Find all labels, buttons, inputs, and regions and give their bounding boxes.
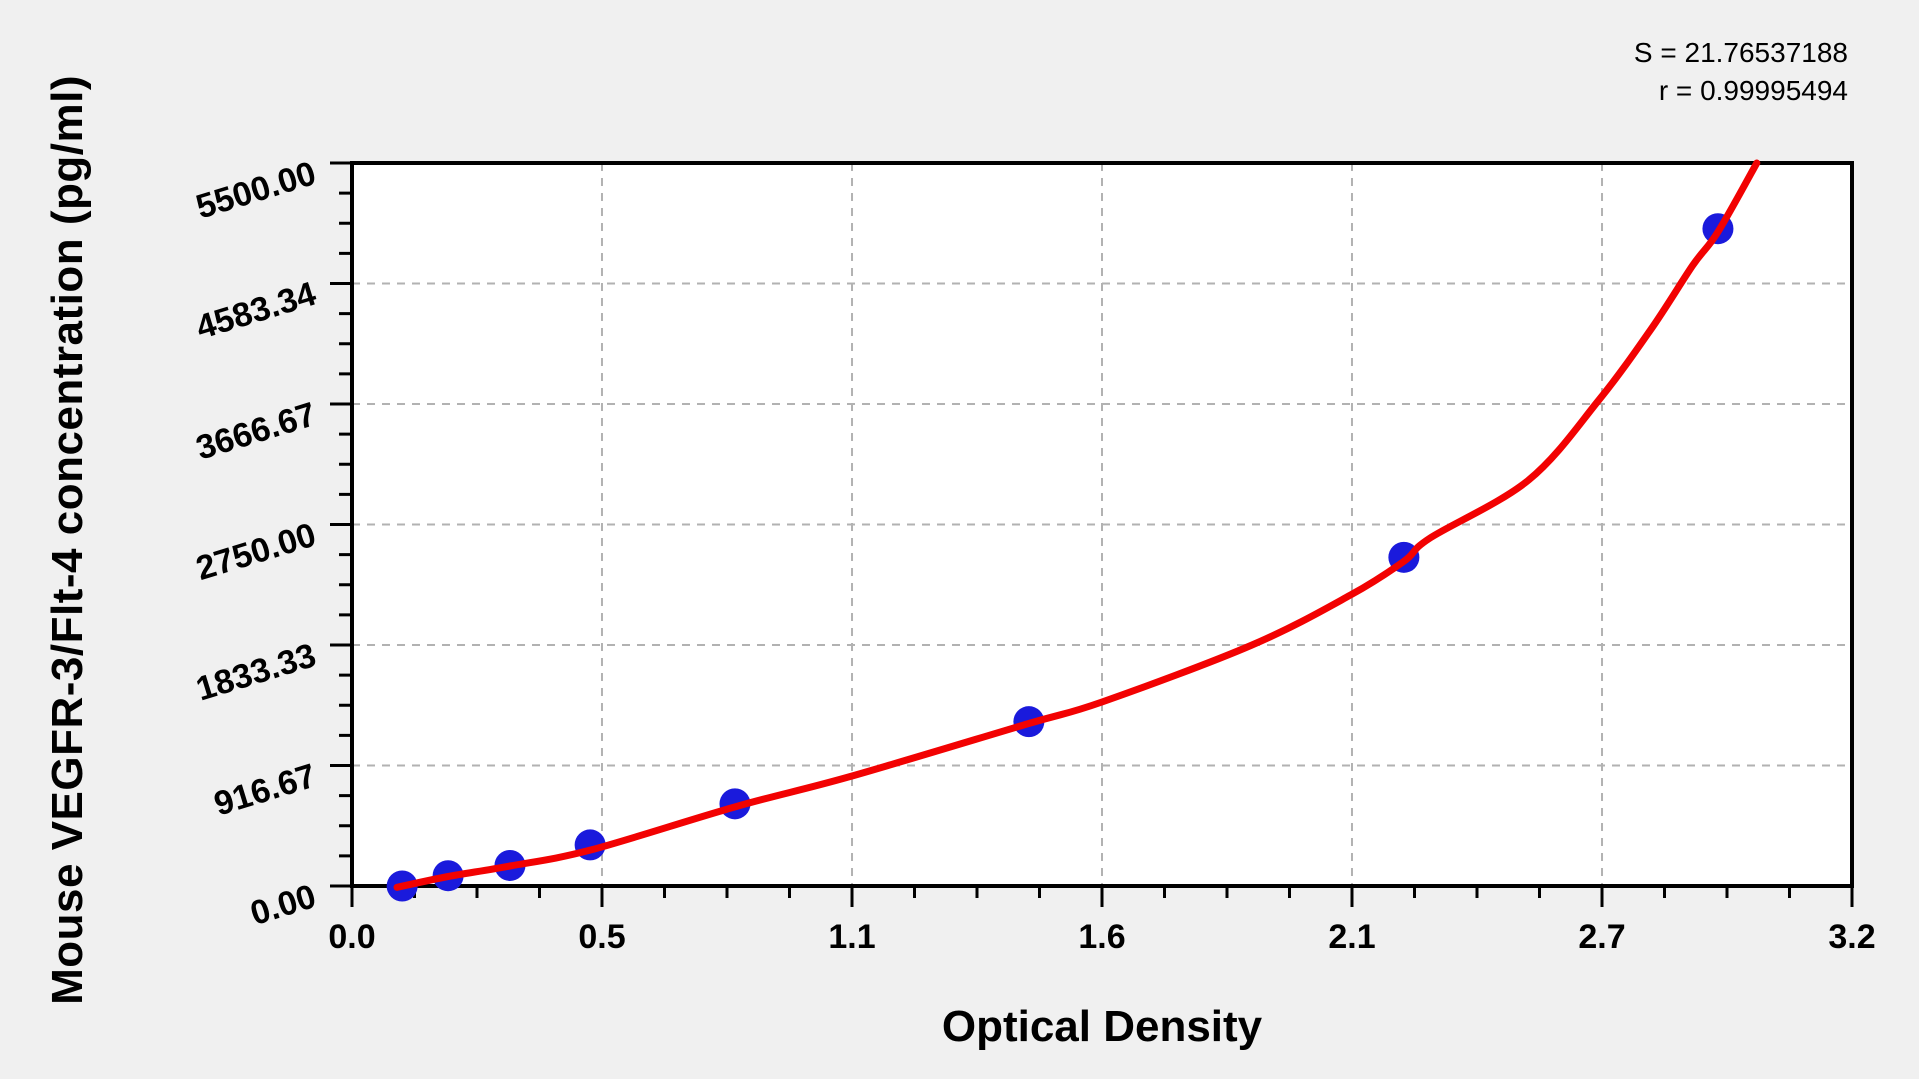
- x-axis-title: Optical Density: [941, 1002, 1263, 1051]
- x-tick-label: 0.0: [328, 918, 375, 956]
- fit-s-value: S = 21.76537188: [1633, 37, 1848, 68]
- y-tick-label: 1833.33: [192, 636, 321, 708]
- plot-frame: [350, 161, 1854, 888]
- fitted-curve: [393, 159, 1761, 891]
- y-axis-title-text: Mouse VEGFR-3/Flt-4 concentration (pg/ml…: [43, 74, 92, 1005]
- x-tick-label: 1.1: [828, 918, 875, 956]
- y-tick-label: 3666.67: [192, 395, 321, 467]
- y-tick-label: 2750.00: [192, 516, 321, 588]
- fit-r-value: r = 0.99995494: [1658, 75, 1848, 106]
- x-tick-label: 0.5: [578, 918, 625, 956]
- y-tick-label: 0.00: [246, 877, 320, 933]
- x-tick-label: 2.1: [1328, 918, 1375, 956]
- fit-statistics: S = 21.76537188 r = 0.99995494: [1634, 34, 1848, 110]
- y-tick-label: 4583.34: [192, 275, 321, 347]
- x-tick-label: 3.2: [1828, 918, 1875, 956]
- y-axis-title: Mouse VEGFR-3/Flt-4 concentration (pg/ml…: [26, 0, 110, 1079]
- x-tick-label: 2.7: [1578, 918, 1625, 956]
- x-tick-label: 1.6: [1078, 918, 1125, 956]
- y-tick-label: 5500.00: [192, 154, 321, 226]
- y-tick-label: 916.67: [210, 757, 321, 824]
